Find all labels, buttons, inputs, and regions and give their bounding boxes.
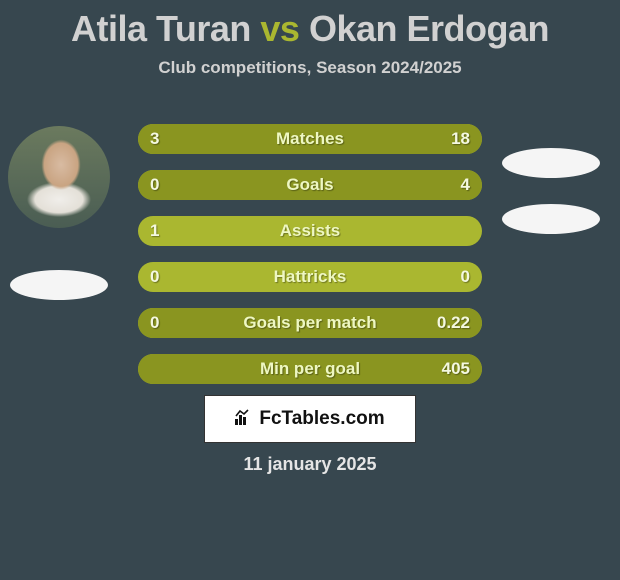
stat-value-right: 405	[442, 354, 470, 384]
player1-avatar-block	[8, 126, 110, 300]
stat-value-left: 0	[150, 308, 159, 338]
player2-avatar-block	[500, 122, 600, 234]
date-footer: 11 january 2025	[0, 454, 620, 475]
stat-bar: Min per goal405	[138, 354, 482, 384]
player1-photo-placeholder	[8, 126, 110, 228]
stat-bar: Matches3 18	[138, 124, 482, 154]
stat-value-right: 0.22	[437, 308, 470, 338]
stat-label: Goals per match	[138, 308, 482, 338]
stat-bar: Goals per match0 0.22	[138, 308, 482, 338]
stat-label: Min per goal	[138, 354, 482, 384]
subtitle: Club competitions, Season 2024/2025	[0, 58, 620, 78]
branding-text: FcTables.com	[259, 408, 384, 430]
chart-icon	[235, 409, 255, 430]
title-vs: vs	[260, 8, 299, 49]
comparison-bars: Matches318Goals04Assists1Hattricks00Goal…	[138, 124, 482, 400]
player2-flag-top	[502, 148, 600, 178]
page-title: Atila Turan vs Okan Erdogan	[0, 0, 620, 50]
player1-flag	[10, 270, 108, 300]
stat-bar: Hattricks0 0	[138, 262, 482, 292]
stat-value-right: 18	[451, 124, 470, 154]
stat-label: Matches	[138, 124, 482, 154]
player2-flag-bottom	[502, 204, 600, 234]
stat-value-right: 0	[461, 262, 470, 292]
stat-bar: Goals0 4	[138, 170, 482, 200]
stat-label: Goals	[138, 170, 482, 200]
stat-value-left: 3	[150, 124, 159, 154]
title-player1: Atila Turan	[71, 8, 251, 49]
branding-badge: FcTables.com	[204, 395, 416, 443]
player1-photo	[8, 126, 110, 228]
stat-label: Assists	[138, 216, 482, 246]
stat-bar: Assists1	[138, 216, 482, 246]
stat-label: Hattricks	[138, 262, 482, 292]
stat-value-left: 1	[150, 216, 159, 246]
stat-value-right: 4	[461, 170, 470, 200]
stat-value-left: 0	[150, 170, 159, 200]
title-player2: Okan Erdogan	[309, 8, 549, 49]
stat-value-left: 0	[150, 262, 159, 292]
